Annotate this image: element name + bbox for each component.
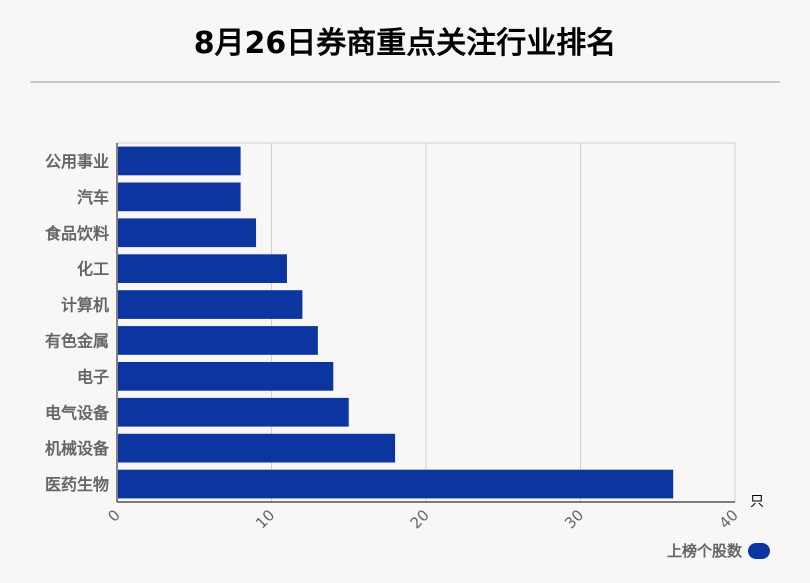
y-category-label: 汽车 xyxy=(77,188,109,207)
bar xyxy=(118,290,303,319)
bar xyxy=(118,361,334,391)
grid-lines xyxy=(116,142,736,503)
bar xyxy=(118,397,349,427)
y-category-label: 公用事业 xyxy=(45,152,109,171)
chart-title: 8月26日券商重点关注行业排名 xyxy=(193,26,617,61)
bar xyxy=(118,218,257,248)
y-category-label: 医药生物 xyxy=(45,475,109,494)
x-tick-label: 30 xyxy=(561,506,587,532)
x-tick-label: 10 xyxy=(252,506,278,532)
legend-swatch xyxy=(748,542,770,559)
legend: 上榜个股数 xyxy=(667,540,770,561)
legend-label: 上榜个股数 xyxy=(666,542,742,560)
y-category-label: 机械设备 xyxy=(45,439,110,458)
x-tick-label: 40 xyxy=(716,506,742,532)
x-tick-label: 0 xyxy=(104,506,123,525)
x-axis-unit: 只 xyxy=(750,494,764,510)
y-category-label: 食品饮料 xyxy=(44,224,109,243)
bar xyxy=(118,254,287,284)
y-category-label: 计算机 xyxy=(61,296,109,315)
bars xyxy=(118,146,674,499)
bar xyxy=(118,182,241,212)
y-category-label: 电气设备 xyxy=(45,403,110,422)
bar xyxy=(118,469,674,499)
bar xyxy=(118,433,396,463)
x-tick-label: 20 xyxy=(407,506,433,532)
bar xyxy=(118,326,318,355)
y-category-label: 有色金属 xyxy=(45,331,109,350)
y-category-label: 电子 xyxy=(77,367,109,386)
bar xyxy=(118,146,241,176)
x-axis-labels: 0 10 20 30 40 xyxy=(104,506,741,532)
y-category-label: 化工 xyxy=(77,260,109,279)
title-divider xyxy=(30,81,780,83)
